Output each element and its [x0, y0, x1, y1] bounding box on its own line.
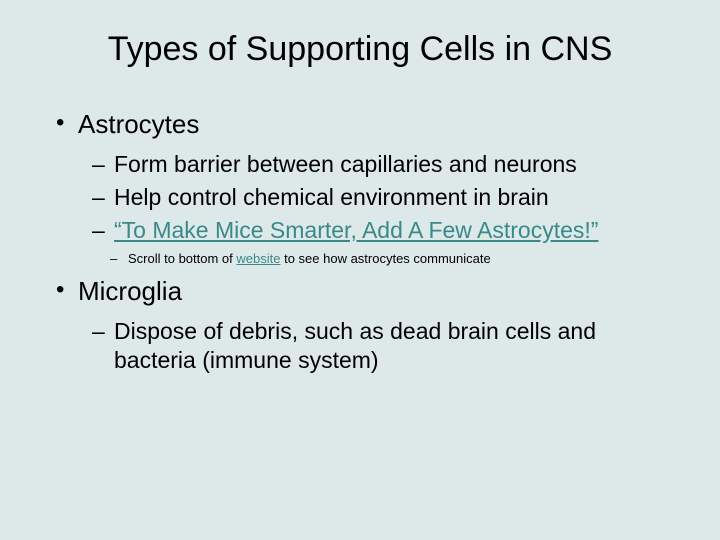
bullet-astrocytes: Astrocytes Form barrier between capillar… — [50, 109, 670, 268]
subsub-bullet: Scroll to bottom of website to see how a… — [78, 250, 670, 268]
slide-title: Types of Supporting Cells in CNS — [50, 30, 670, 69]
sub-bullet: Form barrier between capillaries and neu… — [78, 150, 670, 179]
bullet-list-level2: Dispose of debris, such as dead brain ce… — [78, 317, 670, 375]
sub-bullet: Dispose of debris, such as dead brain ce… — [78, 317, 670, 375]
website-link[interactable]: website — [236, 251, 280, 266]
bullet-label: Microglia — [78, 276, 182, 306]
slide: Types of Supporting Cells in CNS Astrocy… — [0, 0, 720, 540]
bullet-list-level3: Scroll to bottom of website to see how a… — [78, 250, 670, 268]
subsub-prefix: Scroll to bottom of — [128, 251, 236, 266]
article-link[interactable]: “To Make Mice Smarter, Add A Few Astrocy… — [114, 217, 598, 243]
sub-bullet-link: “To Make Mice Smarter, Add A Few Astrocy… — [78, 216, 670, 245]
bullet-list-level1: Astrocytes Form barrier between capillar… — [50, 109, 670, 375]
bullet-microglia: Microglia Dispose of debris, such as dea… — [50, 276, 670, 375]
subsub-suffix: to see how astrocytes communicate — [280, 251, 490, 266]
bullet-list-level2: Form barrier between capillaries and neu… — [78, 150, 670, 244]
bullet-label: Astrocytes — [78, 109, 199, 139]
sub-bullet: Help control chemical environment in bra… — [78, 183, 670, 212]
